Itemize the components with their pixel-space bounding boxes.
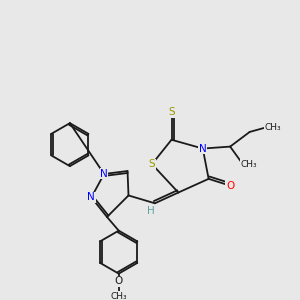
Text: O: O [115, 277, 123, 286]
Text: O: O [226, 181, 234, 191]
Text: CH₃: CH₃ [265, 122, 281, 131]
Text: CH₃: CH₃ [240, 160, 257, 169]
Text: N: N [88, 192, 95, 203]
Text: N: N [199, 143, 207, 154]
Text: H: H [147, 206, 155, 216]
Text: CH₃: CH₃ [110, 292, 127, 300]
Text: S: S [148, 159, 155, 169]
Text: N: N [100, 169, 108, 179]
Text: S: S [168, 107, 175, 117]
